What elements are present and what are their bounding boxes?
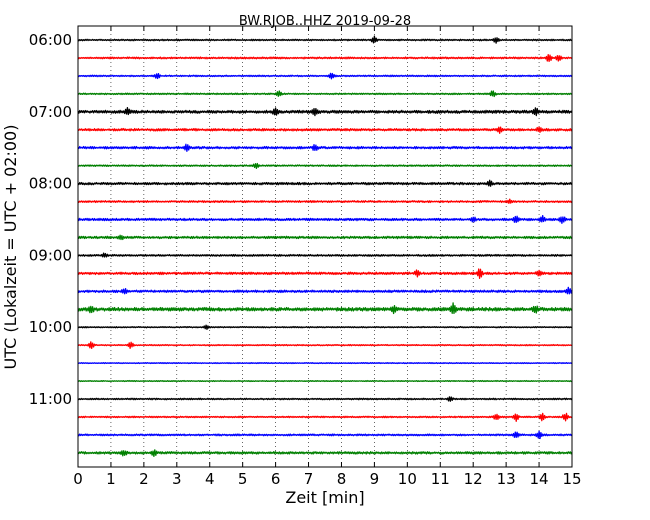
seismic-trace-0800: [77, 179, 573, 187]
x-tick-label: 2: [139, 470, 149, 488]
x-tick-label: 13: [497, 470, 516, 488]
axis-layer: 0 1 2 3 4 5 6 7 8 9 10 11 12 13 14 1506:0007:0008:0009:…: [29, 26, 582, 488]
x-tick-label: 11: [431, 470, 450, 488]
seismic-trace-0845: [77, 234, 573, 241]
seismic-trace-0900: [77, 252, 573, 258]
x-tick-label: 0: [73, 470, 83, 488]
x-tick-label: 6: [271, 470, 281, 488]
x-tick-label: 7: [304, 470, 314, 488]
x-tick-label: 12: [464, 470, 483, 488]
seismic-trace-0815: [77, 198, 573, 204]
x-tick-label: 3: [172, 470, 182, 488]
seismic-trace-0830: [77, 214, 573, 224]
seismic-trace-0715: [77, 126, 573, 134]
seismic-trace-0630: [77, 72, 573, 80]
seismic-trace-0700: [77, 106, 573, 117]
y-tick-label: 10:00: [29, 318, 72, 336]
seismic-trace-0945: [77, 302, 573, 315]
seismic-trace-0930: [77, 286, 573, 295]
seismic-trace-1115: [77, 412, 573, 422]
seismic-trace-1030: [77, 362, 573, 365]
y-tick-label: 08:00: [29, 175, 72, 193]
seismic-trace-0615: [77, 54, 573, 63]
seismic-trace-0745: [77, 162, 573, 170]
x-tick-label: 15: [562, 470, 581, 488]
seismic-trace-0645: [77, 90, 573, 98]
seismic-trace-1100: [77, 396, 573, 402]
y-tick-label: 11:00: [29, 390, 72, 408]
seismic-trace-1045: [77, 379, 573, 383]
x-axis-label: Zeit [min]: [285, 488, 364, 507]
seismic-trace-0730: [77, 143, 573, 152]
seismic-trace-0915: [77, 268, 573, 279]
grid-layer: [110, 26, 540, 467]
x-tick-label: 10: [398, 470, 417, 488]
seismic-trace-0600: [77, 35, 573, 44]
y-tick-label: 09:00: [29, 246, 72, 264]
x-tick-label: 8: [337, 470, 347, 488]
x-tick-label: 5: [238, 470, 248, 488]
trace-layer: [77, 35, 573, 458]
x-tick-label: 14: [530, 470, 549, 488]
x-tick-label: 9: [370, 470, 380, 488]
seismic-trace-1130: [77, 430, 573, 440]
plot-frame: [77, 25, 573, 468]
chart-title: BW.RJOB..HHZ 2019-09-28: [239, 14, 411, 29]
x-tick-label: 1: [106, 470, 116, 488]
y-tick-label: 07:00: [29, 103, 72, 121]
x-tick-label: 4: [205, 470, 215, 488]
seismic-trace-1000: [77, 324, 573, 330]
y-axis-label: UTC (Lokalzeit = UTC + 02:00): [1, 125, 20, 370]
seismic-trace-1145: [77, 449, 573, 458]
y-tick-label: 06:00: [29, 31, 72, 49]
seismic-trace-1015: [77, 341, 573, 350]
